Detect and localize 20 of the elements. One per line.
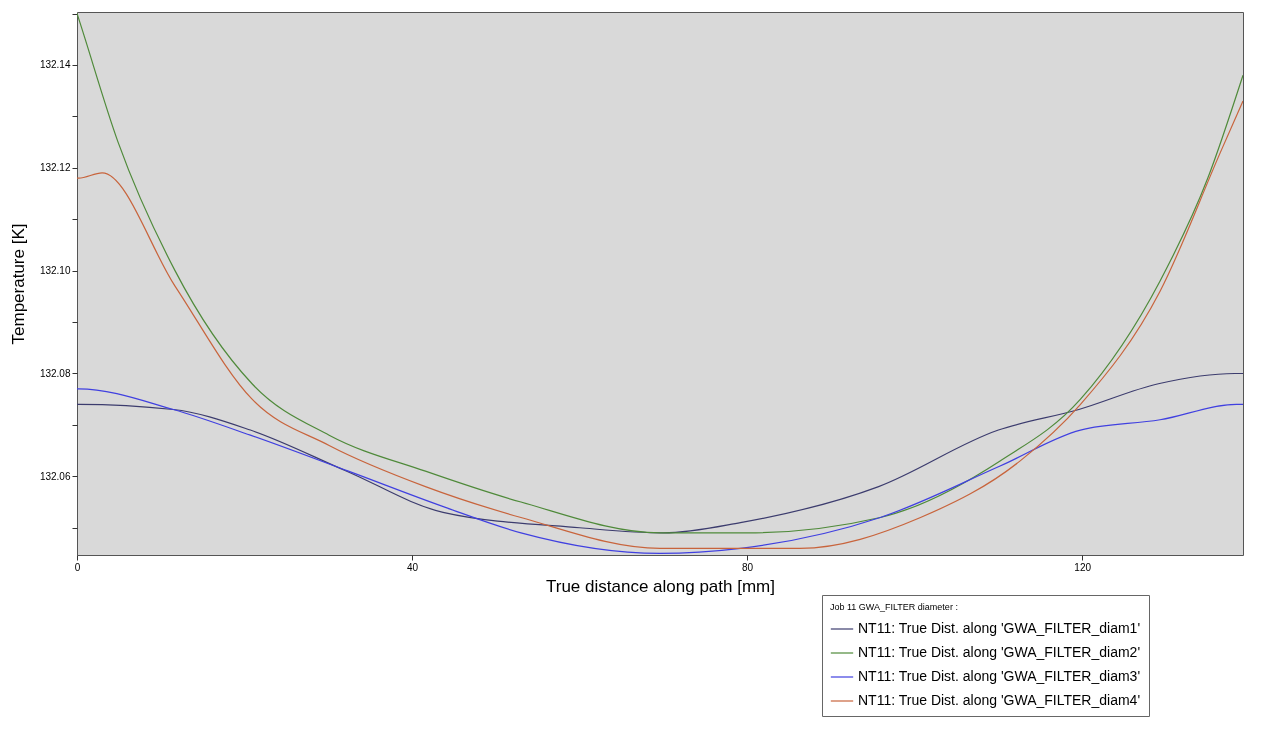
- x-tick-label: 0: [74, 561, 81, 573]
- x-tick-label: 80: [742, 561, 754, 573]
- line-series: [77, 372, 1243, 534]
- y-tick-label: 132.06: [39, 470, 71, 482]
- legend-label: NT11: True Dist. along 'GWA_FILTER_diam3': [858, 668, 1141, 684]
- line-series: [77, 12, 1243, 534]
- legend-label: NT11: True Dist. along 'GWA_FILTER_diam1': [858, 620, 1141, 636]
- y-axis-title: Temperature [K]: [8, 223, 28, 345]
- y-tick-label: 132.08: [39, 367, 71, 379]
- x-tick-label: 120: [1074, 561, 1092, 573]
- legend-title: Job 11 GWA_FILTER diameter :: [830, 602, 958, 612]
- legend-label: NT11: True Dist. along 'GWA_FILTER_diam4': [858, 692, 1141, 708]
- x-tick-label: 40: [406, 561, 419, 573]
- y-tick-label: 132.12: [39, 162, 71, 174]
- line-series: [77, 100, 1243, 549]
- legend-label: NT11: True Dist. along 'GWA_FILTER_diam2': [858, 644, 1141, 660]
- y-tick-label: 132.14: [39, 59, 71, 71]
- y-tick-label: 132.10: [39, 265, 71, 277]
- line-series: [77, 388, 1243, 555]
- x-axis-title: True distance along path [mm]: [546, 576, 775, 596]
